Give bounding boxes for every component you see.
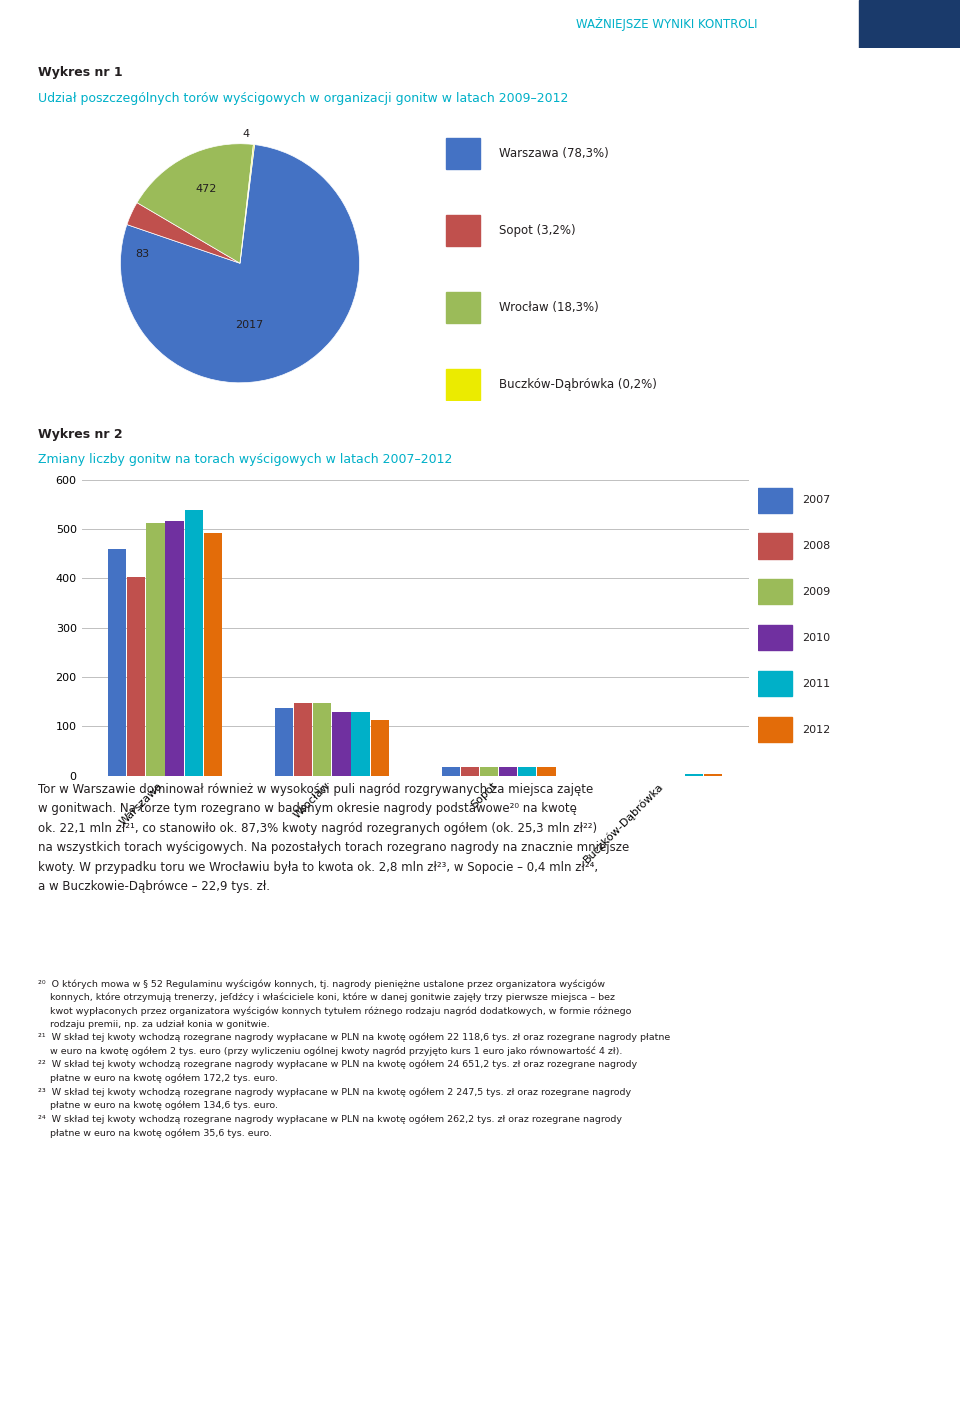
Text: Wrocław (18,3%): Wrocław (18,3%): [499, 300, 599, 314]
Text: 2009: 2009: [803, 588, 830, 598]
Text: Tor w Warszawie dominował również w wysokości puli nagród rozgrywanych za miejsc: Tor w Warszawie dominował również w wyso…: [38, 783, 630, 894]
Bar: [758, 534, 792, 559]
Text: Buczków-Dąbrówka (0,2%): Buczków-Dąbrówka (0,2%): [499, 377, 657, 391]
Bar: [446, 138, 480, 169]
Text: Wykres nr 1: Wykres nr 1: [38, 65, 123, 80]
Bar: [859, 0, 960, 48]
Text: 2010: 2010: [803, 633, 830, 643]
Bar: [758, 579, 792, 605]
Wedge shape: [137, 144, 253, 263]
Bar: [758, 488, 792, 512]
Bar: [332, 712, 350, 776]
Bar: [499, 767, 517, 776]
Bar: [108, 549, 126, 776]
Bar: [758, 717, 792, 741]
Text: Wykres nr 2: Wykres nr 2: [38, 427, 123, 441]
Text: 2007: 2007: [803, 495, 830, 505]
Bar: [371, 720, 389, 776]
Bar: [538, 767, 556, 776]
Bar: [685, 774, 704, 776]
Text: Warszawa (78,3%): Warszawa (78,3%): [499, 147, 609, 161]
Text: Zmiany liczby gonitw na torach wyścigowych w latach 2007–2012: Zmiany liczby gonitw na torach wyścigowy…: [38, 453, 453, 467]
Bar: [758, 672, 792, 696]
Bar: [461, 767, 479, 776]
Bar: [442, 767, 460, 776]
Bar: [480, 767, 498, 776]
Bar: [294, 703, 312, 776]
Bar: [351, 712, 370, 776]
Text: Udział poszczególnych torów wyścigowych w organizacji gonitw w latach 2009–2012: Udział poszczególnych torów wyścigowych …: [38, 91, 568, 105]
Text: WAŻNIEJSZE WYNIKI KONTROLI: WAŻNIEJSZE WYNIKI KONTROLI: [576, 17, 758, 31]
Bar: [758, 625, 792, 650]
Text: 2008: 2008: [803, 541, 830, 551]
Text: 4: 4: [243, 129, 250, 139]
Text: Sopot (3,2%): Sopot (3,2%): [499, 223, 576, 238]
Bar: [705, 774, 723, 776]
Text: 2012: 2012: [803, 724, 830, 734]
Bar: [165, 521, 183, 776]
Wedge shape: [127, 202, 240, 263]
Bar: [204, 532, 222, 776]
Wedge shape: [240, 145, 254, 263]
Text: 83: 83: [135, 249, 149, 259]
Bar: [518, 767, 537, 776]
Text: 2017: 2017: [235, 320, 264, 330]
Text: 2011: 2011: [803, 679, 830, 689]
Bar: [127, 578, 145, 776]
Bar: [184, 509, 203, 776]
Bar: [446, 215, 480, 246]
Bar: [446, 369, 480, 400]
Bar: [275, 709, 293, 776]
Bar: [146, 524, 164, 776]
Wedge shape: [120, 145, 360, 383]
Text: 472: 472: [196, 184, 217, 194]
Bar: [446, 292, 480, 323]
Text: ²⁰  O których mowa w § 52 Regulaminu wyścigów konnych, tj. nagrody pieniężne ust: ²⁰ O których mowa w § 52 Regulaminu wyśc…: [38, 979, 671, 1137]
Text: 17: 17: [899, 1389, 921, 1403]
Bar: [313, 703, 331, 776]
